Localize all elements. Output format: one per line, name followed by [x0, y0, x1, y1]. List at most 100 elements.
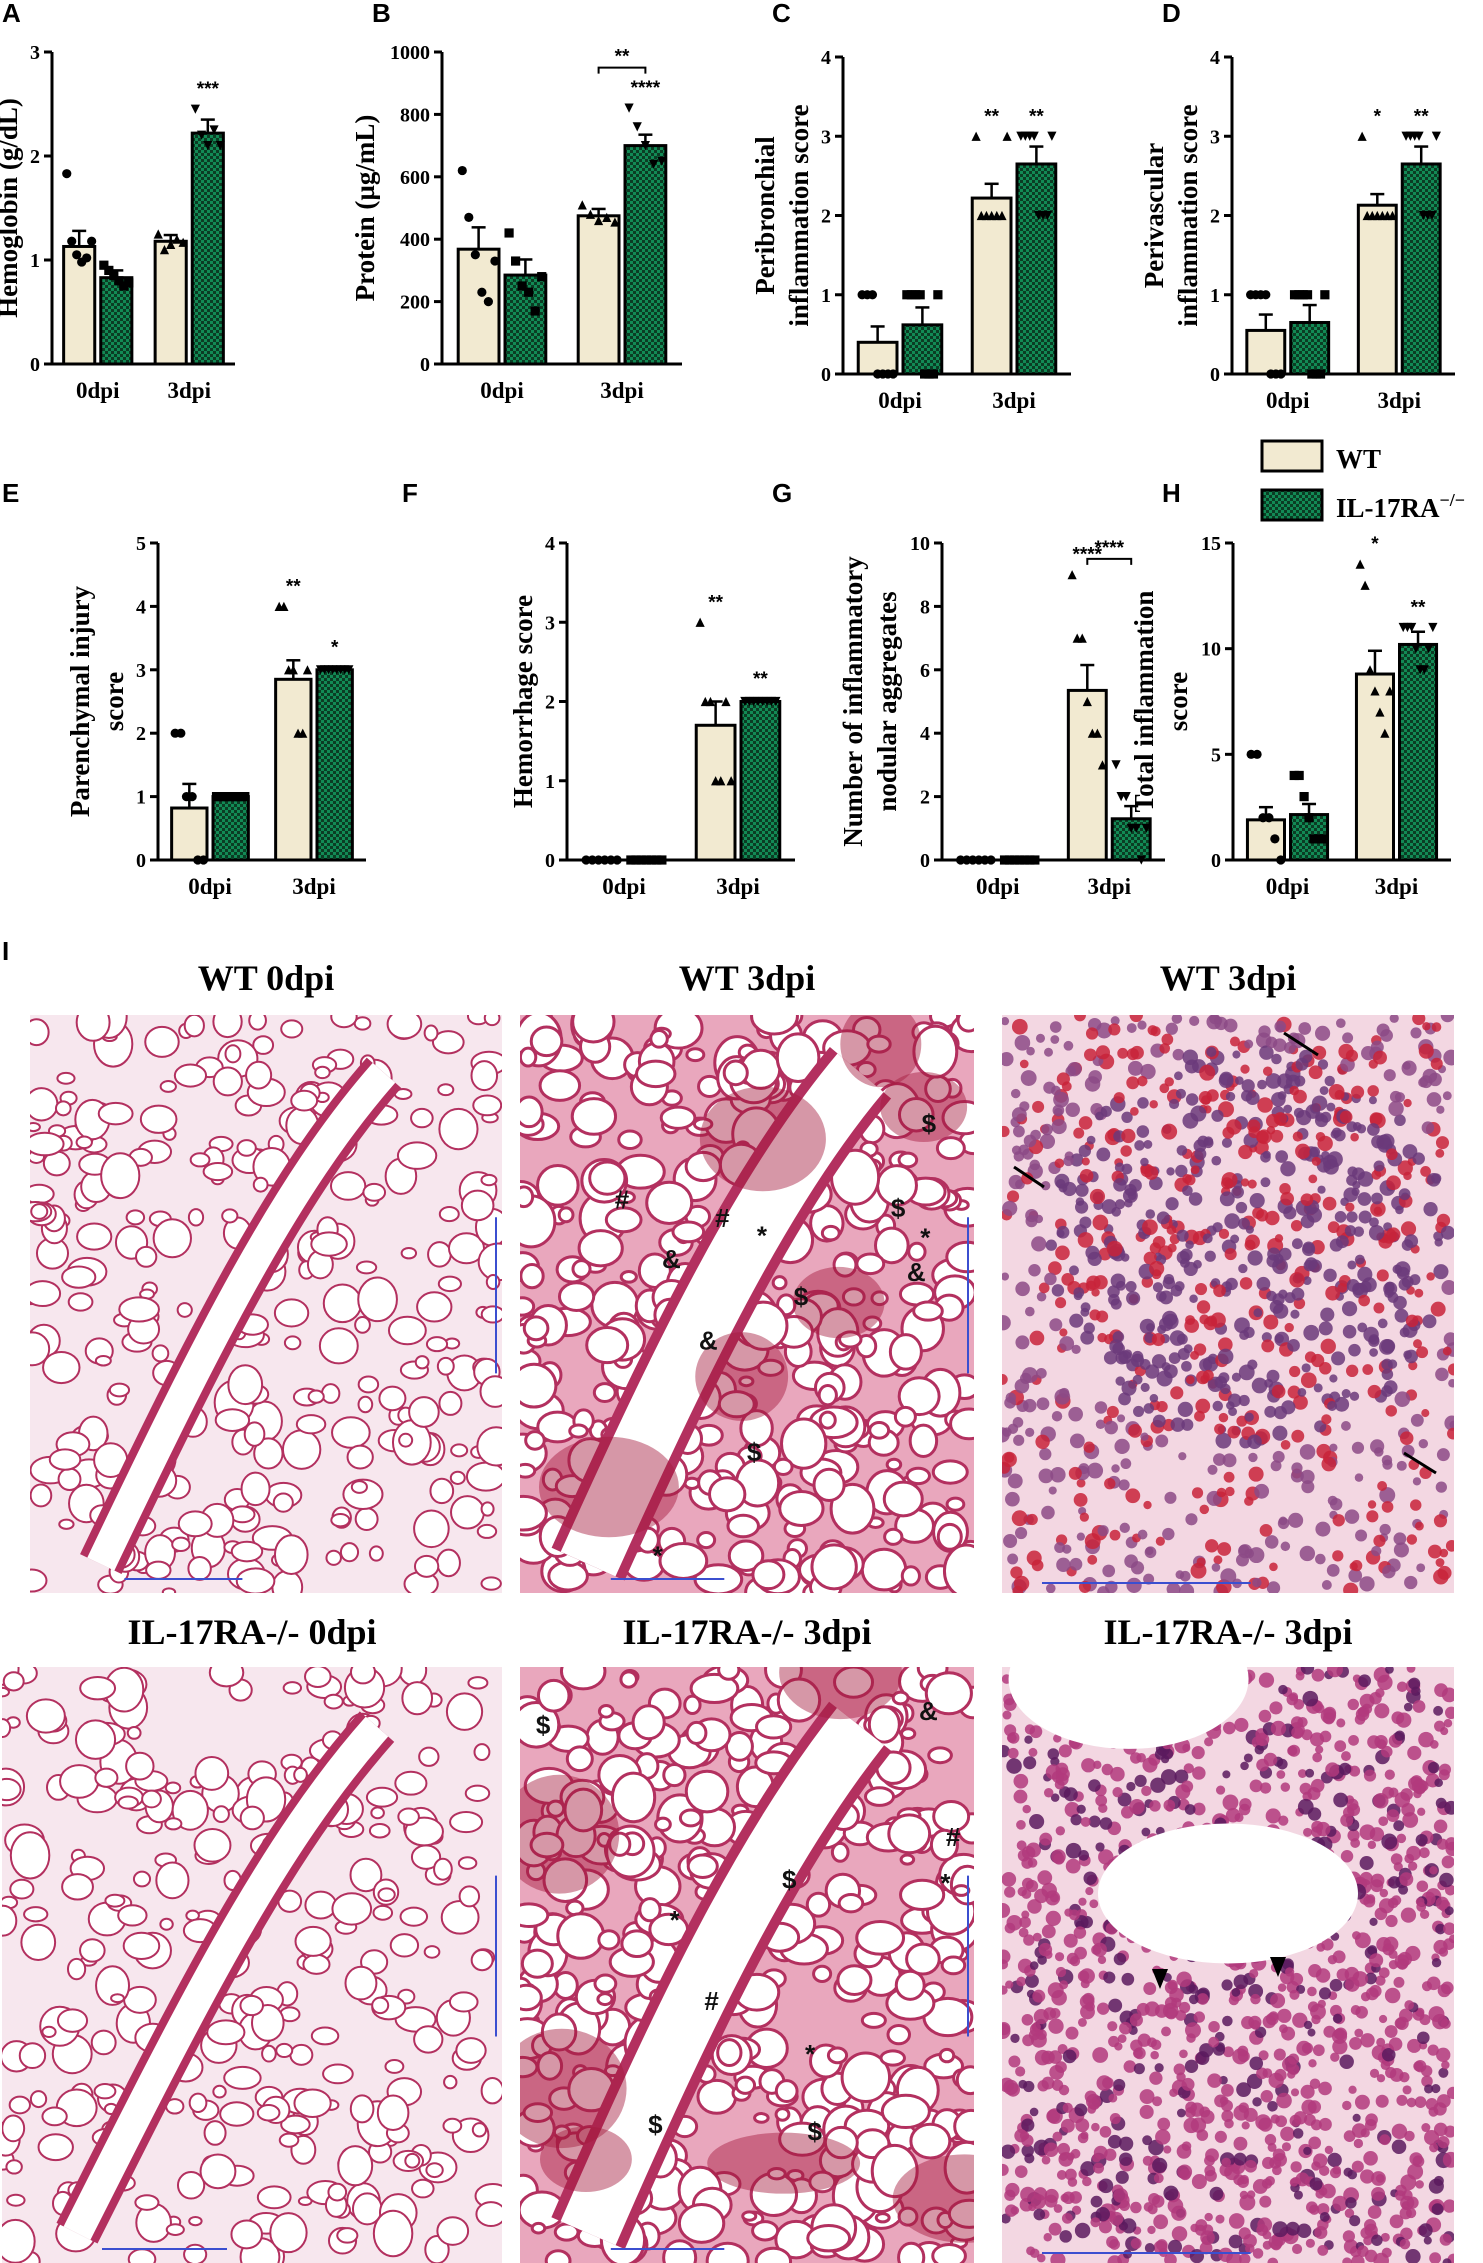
- histology-mark: #: [704, 1986, 719, 2016]
- cell: [1238, 2253, 1251, 2263]
- cell: [1252, 2097, 1262, 2107]
- histology-mark: #: [615, 1185, 630, 1215]
- histology-mark: $: [536, 1710, 551, 1740]
- alveolus: [938, 2047, 956, 2064]
- cell: [1364, 2223, 1378, 2237]
- cell: [1270, 1993, 1286, 2009]
- cell: [1267, 2257, 1279, 2263]
- cell: [1434, 1778, 1443, 1788]
- cell: [1426, 1976, 1441, 1991]
- alveolus: [464, 1784, 491, 1802]
- cell: [1421, 1409, 1430, 1418]
- y-axis-label: Hemorrhage score: [508, 595, 538, 808]
- y-tick-label: 4: [1210, 47, 1220, 69]
- alveolus: [457, 1856, 478, 1870]
- cell: [1206, 1315, 1218, 1327]
- cell: [1241, 1079, 1255, 1093]
- alveolus: [173, 1063, 208, 1088]
- cell: [1291, 1726, 1304, 1739]
- alveolus: [465, 1461, 502, 1492]
- cell: [1382, 1459, 1393, 1470]
- cell: [1438, 1947, 1449, 1957]
- y-axis-label-line: score: [99, 672, 129, 731]
- cell: [1039, 1832, 1053, 1846]
- cell: [1379, 1487, 1396, 1504]
- cell: [1152, 2157, 1168, 2173]
- cell: [1272, 1425, 1288, 1441]
- cell: [1224, 2118, 1234, 2129]
- cell: [1154, 2063, 1164, 2073]
- alveolus: [597, 1704, 615, 1719]
- cell: [1278, 1684, 1288, 1695]
- cell: [1311, 1353, 1325, 1368]
- cell: [1181, 1360, 1192, 1372]
- histology-mark: #: [946, 1822, 961, 1852]
- cell: [1185, 1513, 1198, 1526]
- cell: [1167, 1243, 1177, 1253]
- bracket-label: **: [615, 47, 630, 68]
- cell: [1275, 2115, 1288, 2128]
- alveolus: [349, 2094, 375, 2124]
- data-point: [695, 617, 705, 627]
- cell: [1393, 1542, 1409, 1558]
- data-point: [1424, 644, 1434, 654]
- cell: [1077, 2017, 1087, 2027]
- cell: [1244, 2160, 1257, 2173]
- panel-label-i: I: [2, 936, 9, 966]
- significance-bracket: [597, 66, 647, 74]
- cell: [1059, 1336, 1075, 1351]
- cell: [1430, 1301, 1446, 1317]
- cell: [1421, 1121, 1435, 1134]
- cell: [1175, 1088, 1186, 1099]
- cell: [1063, 1787, 1078, 1802]
- cell: [1214, 1375, 1228, 1389]
- alveolus: [927, 1746, 953, 1765]
- cell: [1367, 1384, 1382, 1399]
- cell: [1252, 1577, 1262, 1588]
- cell: [1029, 1330, 1045, 1346]
- cell: [1045, 1890, 1061, 1906]
- y-axis-label: Perivascular inflammation score: [1139, 104, 1203, 326]
- alveolus: [61, 1873, 94, 1901]
- y-tick-label: 15: [1201, 533, 1221, 555]
- cell: [1415, 2180, 1424, 2189]
- data-point: [631, 855, 641, 865]
- cell: [1161, 1123, 1178, 1140]
- cell: [1021, 2118, 1035, 2132]
- histology-panel: WT 0dpi WT 3dpi*#$*$#&&*$&$WT 3dpiIL-17RA…: [2, 958, 1454, 2263]
- cell: [1428, 2006, 1445, 2022]
- legend-label-ko: IL-17RA−/−: [1336, 490, 1465, 523]
- alveolus: [480, 1576, 502, 1591]
- cell: [1141, 1827, 1151, 1837]
- bracket-label: ****: [1094, 538, 1124, 559]
- cell: [1108, 1998, 1123, 2013]
- cell: [1224, 1248, 1237, 1261]
- alveolus: [520, 1948, 554, 1979]
- alveolus: [384, 2059, 405, 2074]
- cell: [1256, 1129, 1272, 1145]
- alveolus: [304, 1667, 332, 1688]
- cell: [1120, 1806, 1134, 1819]
- cell: [1371, 2171, 1386, 2186]
- cell: [1088, 1779, 1101, 1792]
- cell: [1400, 1221, 1417, 1237]
- cell: [1110, 1016, 1120, 1026]
- cell: [1170, 1417, 1185, 1432]
- data-point: [99, 260, 109, 270]
- cell: [1026, 1842, 1041, 1858]
- alveolus: [323, 1693, 344, 1710]
- cell: [1323, 1159, 1339, 1175]
- cell: [1297, 1769, 1307, 1778]
- alveolus: [771, 1275, 788, 1291]
- alveolus: [897, 2241, 926, 2263]
- cell: [1339, 1110, 1353, 1124]
- alveolus: [596, 1992, 614, 2007]
- alveolus: [310, 2026, 340, 2046]
- bar-ko: [1015, 162, 1058, 376]
- cell: [1208, 2020, 1220, 2033]
- micrograph-image: [2, 1667, 502, 2263]
- cell: [1222, 2046, 1234, 2058]
- alveolus: [151, 1344, 170, 1363]
- cell: [1265, 1808, 1281, 1824]
- cell: [1069, 1313, 1084, 1328]
